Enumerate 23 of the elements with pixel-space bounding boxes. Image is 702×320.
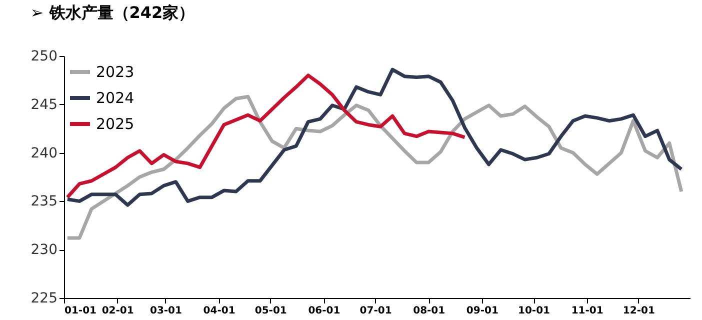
x-tick-label: 09-01: [466, 306, 498, 316]
y-tick-label: 230: [30, 242, 58, 258]
chart-title: ➢ 铁水产量（242家）: [30, 3, 195, 22]
legend-label: 2025: [96, 115, 134, 133]
x-tick-label: 08-01: [413, 306, 446, 316]
legend-label: 2023: [96, 63, 134, 81]
legend-label: 2024: [96, 89, 134, 107]
y-tick-label: 235: [30, 194, 58, 210]
y-tick-label: 250: [30, 48, 58, 64]
x-tick-label: 11-01: [571, 306, 604, 316]
line-series: [66, 68, 684, 207]
x-tick-label: 05-01: [254, 306, 287, 316]
x-tick-label: 01-01: [64, 306, 97, 316]
x-tick-label: 06-01: [308, 306, 340, 316]
x-tick-label: 03-01: [150, 306, 182, 316]
x-tick-label: 12-01: [622, 306, 655, 316]
x-tick-label: 10-01: [518, 306, 550, 316]
x-tick-label: 07-01: [360, 306, 392, 316]
y-tick-label: 225: [30, 290, 58, 306]
y-tick-label: 240: [30, 145, 58, 162]
x-tick-label: 04-01: [203, 306, 236, 316]
y-tick-label: 245: [30, 96, 58, 113]
x-tick-label: 02-01: [102, 306, 134, 316]
